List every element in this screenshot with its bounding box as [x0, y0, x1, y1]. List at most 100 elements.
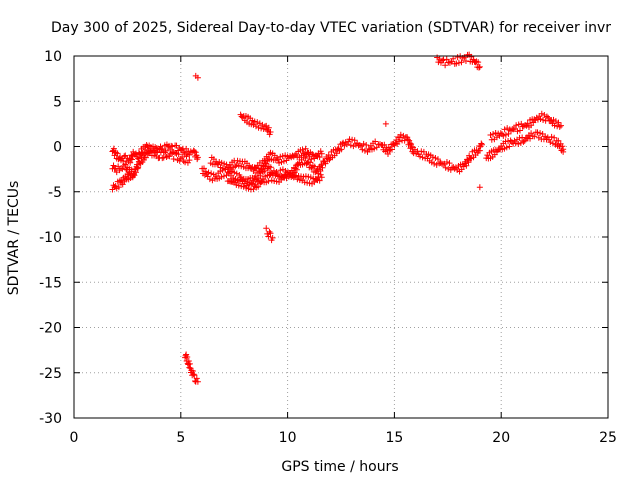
data-point [325, 152, 332, 159]
data-point [365, 145, 372, 152]
y-tick-label: -5 [48, 185, 62, 201]
data-point [419, 154, 426, 161]
data-point [363, 141, 370, 148]
data-point [531, 133, 538, 140]
data-point [179, 154, 186, 161]
data-point [343, 141, 350, 148]
data-point [534, 129, 541, 136]
data-point [269, 234, 276, 241]
data-point [160, 154, 167, 161]
y-tick-label: -25 [39, 366, 62, 382]
data-point [452, 164, 459, 171]
data-point [537, 115, 544, 122]
data-point [463, 162, 470, 169]
data-point [256, 120, 263, 127]
data-point [333, 150, 340, 157]
data-point [407, 145, 414, 152]
data-point [555, 119, 562, 126]
data-point [182, 159, 189, 166]
x-tick-label: 20 [492, 430, 510, 446]
data-point [255, 124, 262, 131]
data-point [388, 146, 395, 153]
data-point [183, 153, 190, 160]
data-point [263, 225, 270, 232]
data-point [535, 134, 542, 141]
series-isolated-arc-8h [237, 111, 274, 138]
data-point [261, 167, 268, 174]
data-point [183, 351, 190, 358]
data-point [432, 155, 439, 162]
data-point [406, 140, 413, 147]
data-point [119, 165, 126, 172]
y-tick-label: 0 [53, 140, 62, 156]
data-point [255, 183, 262, 190]
data-point [114, 150, 121, 157]
data-point [356, 142, 363, 149]
data-point [191, 148, 198, 155]
data-point [208, 170, 215, 177]
chart-title: Day 300 of 2025, Sidereal Day-to-day VTE… [51, 20, 611, 36]
data-point [445, 165, 452, 172]
data-point [200, 165, 207, 172]
data-point [458, 59, 465, 66]
x-tick-label: 25 [599, 430, 617, 446]
data-point [513, 122, 520, 129]
data-point [205, 169, 212, 176]
data-point [318, 150, 325, 157]
y-axis-label: SDTVAR / TECUs [6, 181, 22, 296]
data-point [560, 148, 567, 155]
data-point [397, 131, 404, 138]
grid [74, 56, 608, 418]
data-point [549, 140, 556, 147]
y-tick-label: -10 [39, 230, 62, 246]
data-point [193, 375, 200, 382]
data-point [351, 137, 358, 144]
data-point [188, 367, 195, 374]
data-point [505, 137, 512, 144]
data-point [128, 156, 135, 163]
data-point [186, 157, 193, 164]
data-point [266, 228, 273, 235]
data-point [265, 233, 272, 240]
data-point [209, 177, 216, 184]
data-point [163, 154, 170, 161]
data-point [175, 151, 182, 158]
data-point [265, 124, 272, 131]
data-point [194, 154, 201, 161]
data-point [453, 60, 460, 67]
data-point [186, 151, 193, 158]
data-point [135, 155, 142, 162]
data-point [554, 123, 561, 130]
data-point [555, 137, 562, 144]
data-point [502, 131, 509, 138]
data-point [543, 113, 550, 120]
data-point [265, 178, 272, 185]
plot-frame [73, 55, 609, 419]
data-point [152, 144, 159, 151]
data-point [540, 116, 547, 123]
data-point [167, 150, 174, 157]
data-point [319, 164, 326, 171]
data-point [461, 54, 468, 61]
data-point [267, 164, 274, 171]
data-point [316, 177, 323, 184]
data-point [508, 127, 515, 134]
data-point [465, 159, 472, 166]
data-point [395, 138, 402, 145]
data-point [254, 119, 261, 126]
data-point [433, 161, 440, 168]
data-point [127, 159, 134, 166]
data-point [542, 133, 549, 140]
y-tick-label: -15 [39, 275, 62, 291]
data-point [478, 141, 485, 148]
data-point [109, 148, 116, 155]
data-point [497, 130, 504, 137]
data-point [515, 121, 522, 128]
data-point [350, 143, 357, 150]
data-point [408, 141, 415, 148]
data-point [270, 167, 277, 174]
data-point [372, 138, 379, 145]
data-point [558, 122, 565, 129]
data-point [417, 153, 424, 160]
